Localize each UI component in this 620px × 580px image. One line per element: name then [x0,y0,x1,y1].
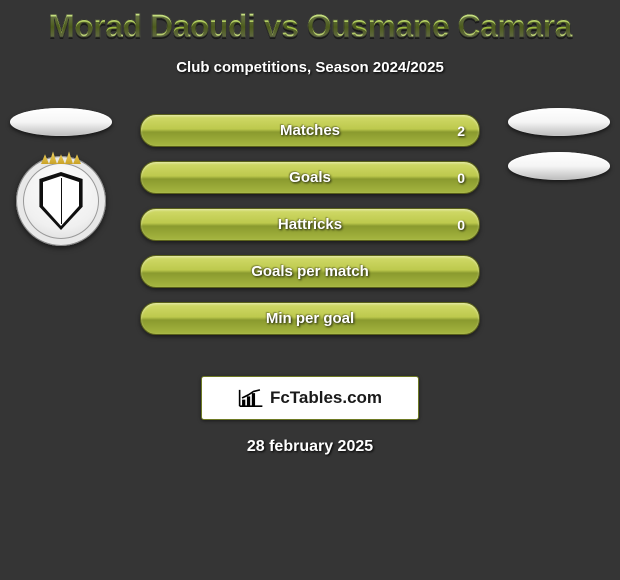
source-badge: FcTables.com [201,376,419,420]
stat-bar: Matches 2 [140,114,480,147]
stat-bar: Goals 0 [140,161,480,194]
stat-label: Min per goal [266,310,354,327]
stat-right-value: 0 [457,209,465,240]
stat-label: Matches [280,122,340,139]
player-left-column [6,108,116,246]
source-text: FcTables.com [270,388,382,408]
stat-label: Hattricks [278,216,342,233]
stat-bar: Min per goal [140,302,480,335]
date-text: 28 february 2025 [0,438,620,456]
player-right-column [504,108,614,180]
stat-right-value: 2 [457,115,465,146]
stat-bar: Hattricks 0 [140,208,480,241]
bar-chart-icon [238,388,264,408]
stat-label: Goals [289,169,331,186]
player-left-club-badge [16,156,106,246]
stat-bar: Goals per match [140,255,480,288]
page-title: Morad Daoudi vs Ousmane Camara [0,0,620,45]
player-right-club-plate [508,152,610,180]
page-subtitle: Club competitions, Season 2024/2025 [0,59,620,76]
stat-right-value: 0 [457,162,465,193]
player-left-name-plate [10,108,112,136]
stats-panel: Matches 2 Goals 0 Hattricks 0 Goals per match M… [0,114,620,354]
player-right-name-plate [508,108,610,136]
stat-bars: Matches 2 Goals 0 Hattricks 0 Goals per match M… [140,114,480,335]
stat-label: Goals per match [251,263,369,280]
